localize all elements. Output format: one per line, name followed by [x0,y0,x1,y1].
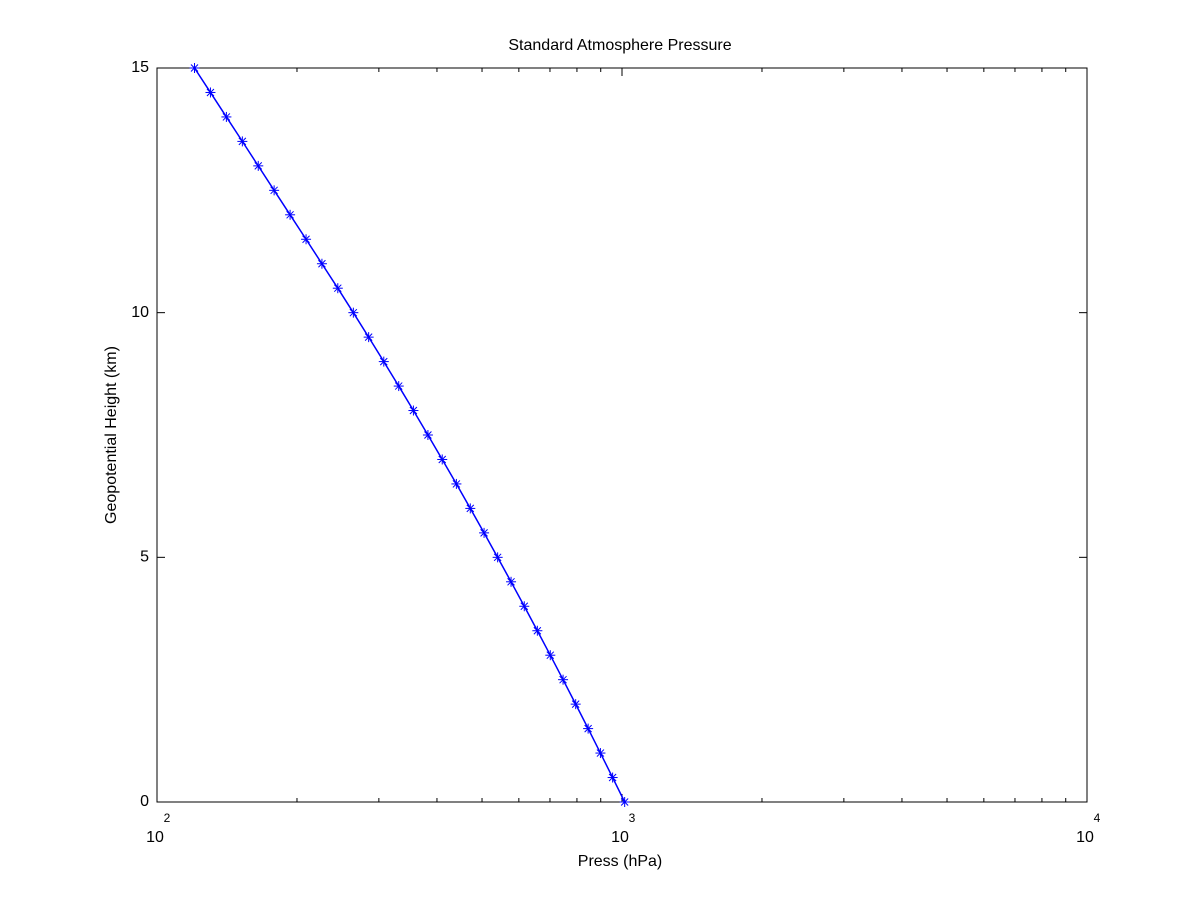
marker [437,454,448,465]
marker [422,430,433,440]
x-axis-label: Press (hPa) [578,853,662,870]
x-tick-label: 10 [611,829,629,846]
marker [378,356,389,367]
marker [316,258,327,269]
marker [348,307,359,318]
marker-stroke [379,357,388,366]
marker-stroke [520,602,529,611]
marker [607,772,618,783]
y-axis-label: Geopotential Height (km) [103,346,120,524]
axes-box [156,67,1088,803]
marker [301,234,312,245]
marker [492,552,503,563]
marker-stroke [238,137,247,146]
marker [332,283,343,294]
marker-stroke [596,749,605,757]
marker-stroke [493,553,502,562]
marker [519,601,530,612]
marker-stroke [222,113,231,121]
marker [506,576,517,587]
marker [451,478,462,489]
marker-stroke [584,724,592,733]
marker [393,381,404,392]
marker [237,136,248,147]
marker-stroke [620,798,629,806]
marker-stroke [533,626,542,635]
marker [583,723,594,734]
y-tick-label: 10 [131,304,149,321]
marker-stroke [559,675,567,684]
marker-stroke [452,480,461,488]
marker [221,111,232,122]
marker-stroke [424,431,432,439]
marker [570,699,581,710]
marker-stroke [190,64,199,72]
marker [363,332,374,343]
marker-stroke [349,308,358,317]
marker-stroke [364,333,373,341]
marker-stroke [333,284,342,293]
marker-stroke [286,210,294,219]
marker-stroke [546,651,555,660]
marker [205,87,216,98]
x-tick-label: 10 [146,829,164,846]
marker [532,625,543,636]
marker-stroke [571,700,580,708]
marker [619,797,630,807]
marker-stroke [302,235,310,244]
marker-stroke [438,455,447,464]
marker-stroke [608,773,617,782]
marker [408,405,419,416]
marker [189,63,200,73]
marker [558,674,569,685]
marker-stroke [409,406,418,415]
chart-title: Standard Atmosphere Pressure [508,37,731,54]
x-tick-exponent: 3 [629,811,636,825]
x-tick-label: 10 [1076,829,1094,846]
marker [285,209,296,220]
y-tick-label: 5 [140,549,149,566]
marker [545,650,556,661]
marker-stroke [270,186,278,195]
marker-stroke [254,162,263,170]
y-tick-label: 0 [140,793,149,810]
marker [595,748,606,759]
x-tick-exponent: 4 [1094,811,1101,825]
marker-stroke [480,529,488,537]
marker-stroke [507,577,515,586]
marker [253,160,264,171]
marker [479,527,490,538]
marker-stroke [466,504,475,513]
y-tick-label: 15 [131,59,149,76]
marker-stroke [318,259,326,268]
marker-stroke [206,88,215,97]
marker-stroke [394,382,403,390]
marker [269,185,280,196]
x-tick-exponent: 2 [164,811,171,825]
marker [465,503,476,514]
